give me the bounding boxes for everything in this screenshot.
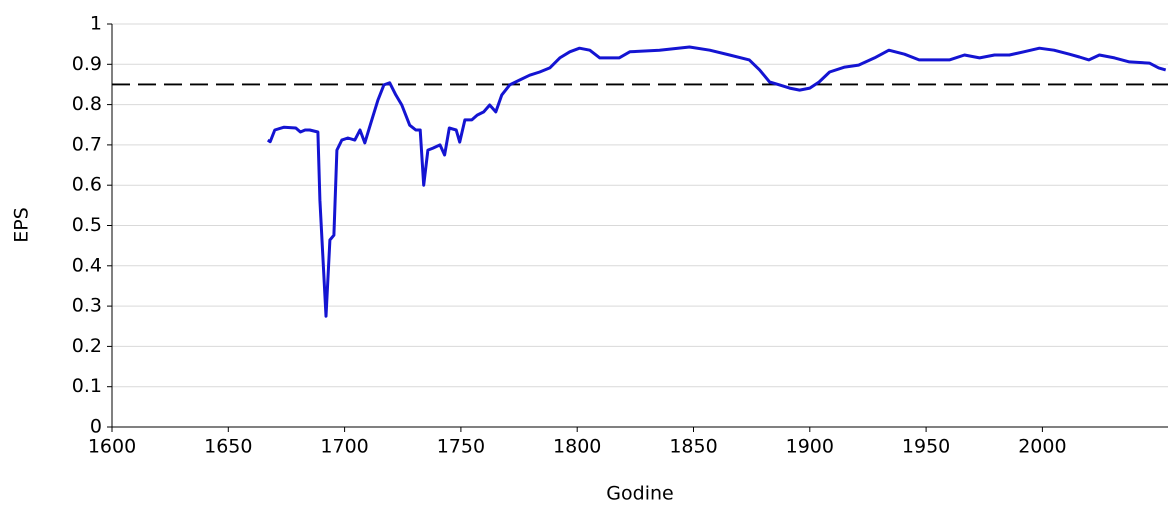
x-tick-label: 1650 [204, 436, 252, 458]
y-tick-label: 0.9 [72, 53, 102, 75]
y-tick-label: 0.5 [72, 214, 102, 236]
x-tick-label: 1850 [669, 436, 717, 458]
x-tick-label: 1800 [553, 436, 601, 458]
data-line [266, 45, 1167, 318]
x-tick-label: 1700 [320, 436, 368, 458]
y-tick-label: 0.2 [72, 335, 102, 357]
y-tick-label: 0 [90, 416, 102, 438]
y-axis-label: EPS [11, 207, 33, 243]
y-tick-label: 0.8 [72, 93, 102, 115]
x-tick-label: 1900 [786, 436, 834, 458]
x-axis-label: Godine [606, 483, 673, 505]
x-tick-label: 2000 [1018, 436, 1066, 458]
x-tick-label: 1600 [88, 436, 136, 458]
y-tick-label: 0.3 [72, 295, 102, 317]
y-tick-label: 0.7 [72, 133, 102, 155]
y-tick-label: 0.1 [72, 375, 102, 397]
y-tick-label: 1 [90, 13, 102, 35]
x-tick-label: 1950 [902, 436, 950, 458]
y-tick-label: 0.6 [72, 174, 102, 196]
x-tick-label: 1750 [437, 436, 485, 458]
y-tick-label: 0.4 [72, 254, 102, 276]
